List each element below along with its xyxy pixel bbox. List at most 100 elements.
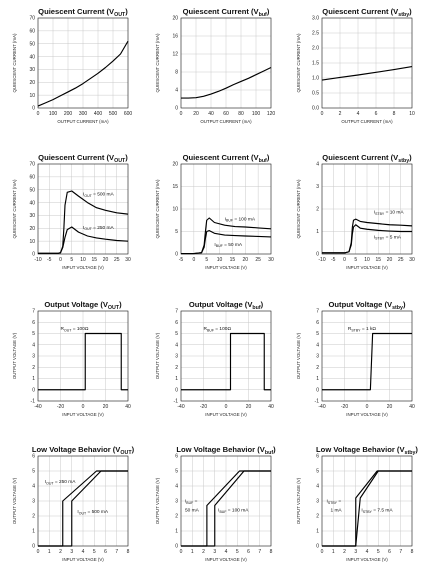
y-tick-label: 7 [32,309,35,315]
annotation-rest: = 1 kΩ [361,326,377,332]
x-tick-label: 0 [180,549,183,555]
y-tick-label: 3 [32,354,35,360]
y-tick-label: 1 [316,376,319,382]
annotation-rest: = 7.5 mA [372,508,393,514]
y-axis-label: OUTPUT VOLTAGE (V) [155,477,160,524]
y-tick-label: 1 [316,529,319,535]
annotation-main: R [61,326,65,332]
annotation-rest: = [337,500,341,505]
chart-title-close: ) [125,7,128,16]
x-tick-label: 7 [115,549,118,555]
x-tick-label: 30 [409,257,415,263]
x-tick-label: 300 [79,111,88,117]
chart-panel-3: Quiescent Current (Vstby) 0 2 4 6 8 10 0.0 0.5 1.… [296,7,415,124]
y-tick-label: 4 [32,484,35,490]
chart-title-close: ) [261,300,264,309]
y-tick-label: 2 [32,365,35,371]
annotation-main: R [204,326,208,332]
x-tick-label: 15 [91,257,97,263]
annotation-label-1: RSTBY = 1 kΩ [348,326,376,332]
x-axis-label: INPUT VOLTAGE (V) [346,557,388,562]
series-line-1 [322,332,412,391]
series-line-1 [181,332,271,391]
plot-frame [321,455,413,547]
annotation-subscript: OUT [46,481,54,485]
annotation-subscript: STBY [328,501,338,505]
chart-title-close: ) [132,445,135,454]
x-tick-label: 600 [124,111,133,117]
y-tick-label: 4 [175,342,178,348]
y-tick-label: 15 [172,184,178,190]
y-tick-label: 5 [32,469,35,475]
annotation-label-1: IBUF = 100 mA [225,216,256,222]
x-tick-label: 20 [243,257,249,263]
y-tick-label: 2 [316,365,319,371]
x-tick-label: 5 [93,549,96,555]
y-tick-label: 4 [32,342,35,348]
plot-frame [37,17,129,109]
annotation-rest: = 100 mA [226,508,249,514]
plot-frame [180,163,272,255]
chart-title-subscript: stby [398,12,409,18]
series-line-2 [322,224,412,254]
annotation-main: I [214,242,215,248]
y-tick-label: 2.5 [312,31,319,37]
annotation-rest: = 100Ω [71,326,88,332]
y-tick-label: 5 [32,331,35,337]
x-tick-label: 120 [267,111,276,117]
y-tick-label: 1 [32,376,35,382]
x-tick-label: 10 [80,257,86,263]
chart-title: Quiescent Current (Vbuf) [183,153,270,164]
y-tick-label: 0 [32,544,35,550]
y-tick-label: 4 [316,484,319,490]
chart-panel-7: Output Voltage (VOUT)-40 -20 0 20 40-1012345… [12,300,131,417]
annotation-label-2: ISTBY = 5 mA [374,234,402,240]
series-line-2 [181,230,272,255]
chart-title-main: Low Voltage Behavior (V [316,445,405,454]
annotation-subscript: STBY [375,237,385,241]
x-tick-label: 20 [387,257,393,263]
y-axis-label: QUIESCENT CURRENT (mA) [12,33,17,92]
y-tick-label: 70 [29,162,35,168]
series-line-1 [181,66,272,99]
x-axis-label: INPUT VOLTAGE (V) [62,412,104,417]
x-tick-label: 4 [357,111,360,117]
y-tick-label: 20 [172,16,178,22]
y-tick-label: 50 [29,41,35,47]
y-axis-label: QUIESCENT CURRENT (mA) [155,33,160,92]
y-tick-label: 0.0 [312,106,319,112]
annotation-label-1: IOUT = 250 mA [45,479,77,485]
y-tick-label: 40 [29,200,35,206]
x-tick-label: 5 [205,257,208,263]
x-tick-label: 1 [191,549,194,555]
y-tick-label: 0 [32,252,35,258]
x-tick-label: 6 [247,549,250,555]
x-tick-label: -20 [57,404,64,410]
annotation-rest: = 100 mA [233,216,256,222]
y-tick-label: 1 [175,376,178,382]
x-tick-label: 0 [321,549,324,555]
y-tick-label: 2 [32,514,35,520]
chart-title-subscript: stby [398,158,409,164]
x-tick-label: 7 [258,549,261,555]
x-tick-label: 2 [339,111,342,117]
annotation-main: I [225,216,226,222]
y-axis-label: QUIESCENT CURRENT (mA) [12,179,17,238]
chart-title-main: Quiescent Current (V [38,153,115,162]
y-tick-label: 0 [175,106,178,112]
y-axis-label: OUTPUT VOLTAGE (V) [155,332,160,379]
annotation-subscript: OUT [84,227,92,231]
chart-panel-6: Quiescent Current (Vstby)-10 -5 0 5 10 15 20 25… [296,153,415,270]
x-tick-label: 80 [238,111,244,117]
x-tick-label: -40 [318,404,325,410]
x-tick-label: 6 [375,111,378,117]
x-axis-label: INPUT VOLTAGE (V) [205,265,247,270]
x-axis-label: INPUT VOLTAGE (V) [346,412,388,417]
x-tick-label: 30 [125,257,131,263]
y-tick-label: 5 [175,469,178,475]
annotation-main: I [327,499,328,505]
chart-title-close: ) [267,7,270,16]
y-tick-label: 3 [32,499,35,505]
chart-title: Low Voltage Behavior (Vstby) [316,445,418,456]
x-tick-label: 0 [180,111,183,117]
